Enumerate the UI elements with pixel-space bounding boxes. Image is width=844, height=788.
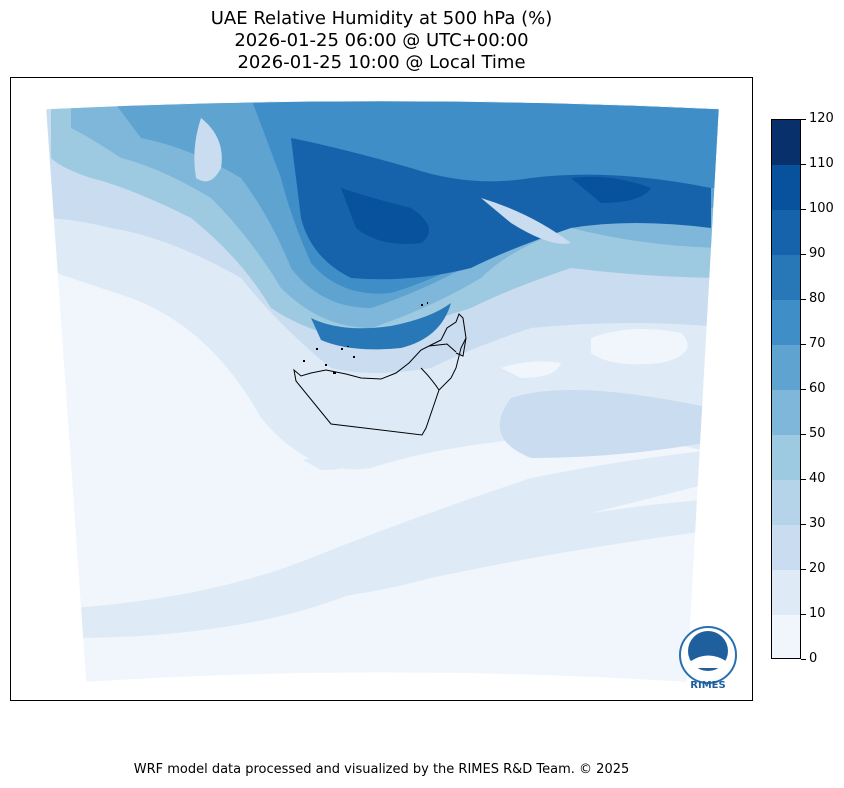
colorbar-segment [772,570,800,615]
colorbar-tick [801,299,806,300]
uae-islands [303,302,428,374]
rh-patch-south [303,455,361,470]
colorbar-tick [801,119,806,120]
colorbar-segment [772,480,800,525]
humidity-map: RIMES [45,100,737,691]
footer-credit: WRF model data processed and visualized … [133,762,630,777]
colorbar-tick-label: 40 [809,471,826,486]
colorbar-tick-label: 30 [809,516,826,531]
colorbar [771,119,801,659]
colorbar-tick-label: 90 [809,246,826,261]
colorbar-tick-label: 0 [809,651,818,666]
colorbar-segment [772,525,800,570]
humidity-field [46,101,719,682]
colorbar-segment [772,255,800,300]
colorbar-tick-label: 20 [809,561,826,576]
colorbar-tick [801,344,806,345]
colorbar-segment [772,390,800,435]
rimes-logo: RIMES [679,626,737,691]
rh-band-100-110-east [571,176,651,203]
colorbar-segment [772,345,800,390]
colorbar-segment [772,615,800,658]
colorbar-tick [801,614,806,615]
colorbar-segment [772,210,800,255]
colorbar-tick [801,479,806,480]
colorbar-tick [801,389,806,390]
map-panel: RIMES [10,77,753,701]
rh-dry-patch-center [501,361,561,378]
colorbar-tick [801,254,806,255]
colorbar-tick-label: 50 [809,426,826,441]
colorbar-tick [801,659,806,660]
title-line-2: 2026-01-25 06:00 @ UTC+00:00 [234,30,529,51]
colorbar-tick-label: 80 [809,291,826,306]
logo-text: RIMES [690,680,725,691]
colorbar-segment [772,120,800,165]
colorbar-tick-label: 70 [809,336,826,351]
uae-boundary [293,313,467,436]
rh-band-80-90-plume [311,303,451,350]
model-domain-edge [45,100,720,683]
colorbar-tick-label: 110 [809,156,834,171]
rh-streak-west [194,118,222,182]
colorbar-tick [801,524,806,525]
colorbar-tick [801,434,806,435]
colorbar-tick [801,209,806,210]
colorbar-tick-label: 10 [809,606,826,621]
rh-band-20-30-east [499,390,719,458]
colorbar-tick-label: 60 [809,381,826,396]
rh-dry-patch-east [591,329,688,365]
rh-band-10-20-ribbon [211,498,719,608]
rh-streak-dry [481,198,571,244]
colorbar-tick [801,569,806,570]
colorbar-segment [772,435,800,480]
rh-band-100-110 [341,188,429,244]
colorbar-tick-label: 120 [809,111,834,126]
colorbar-tick-label: 100 [809,201,834,216]
colorbar-segment [772,165,800,210]
title-line-3: 2026-01-25 10:00 @ Local Time [237,52,526,73]
colorbar-tick [801,164,806,165]
title-line-1: UAE Relative Humidity at 500 hPa (%) [210,8,553,29]
colorbar-segment [772,300,800,345]
